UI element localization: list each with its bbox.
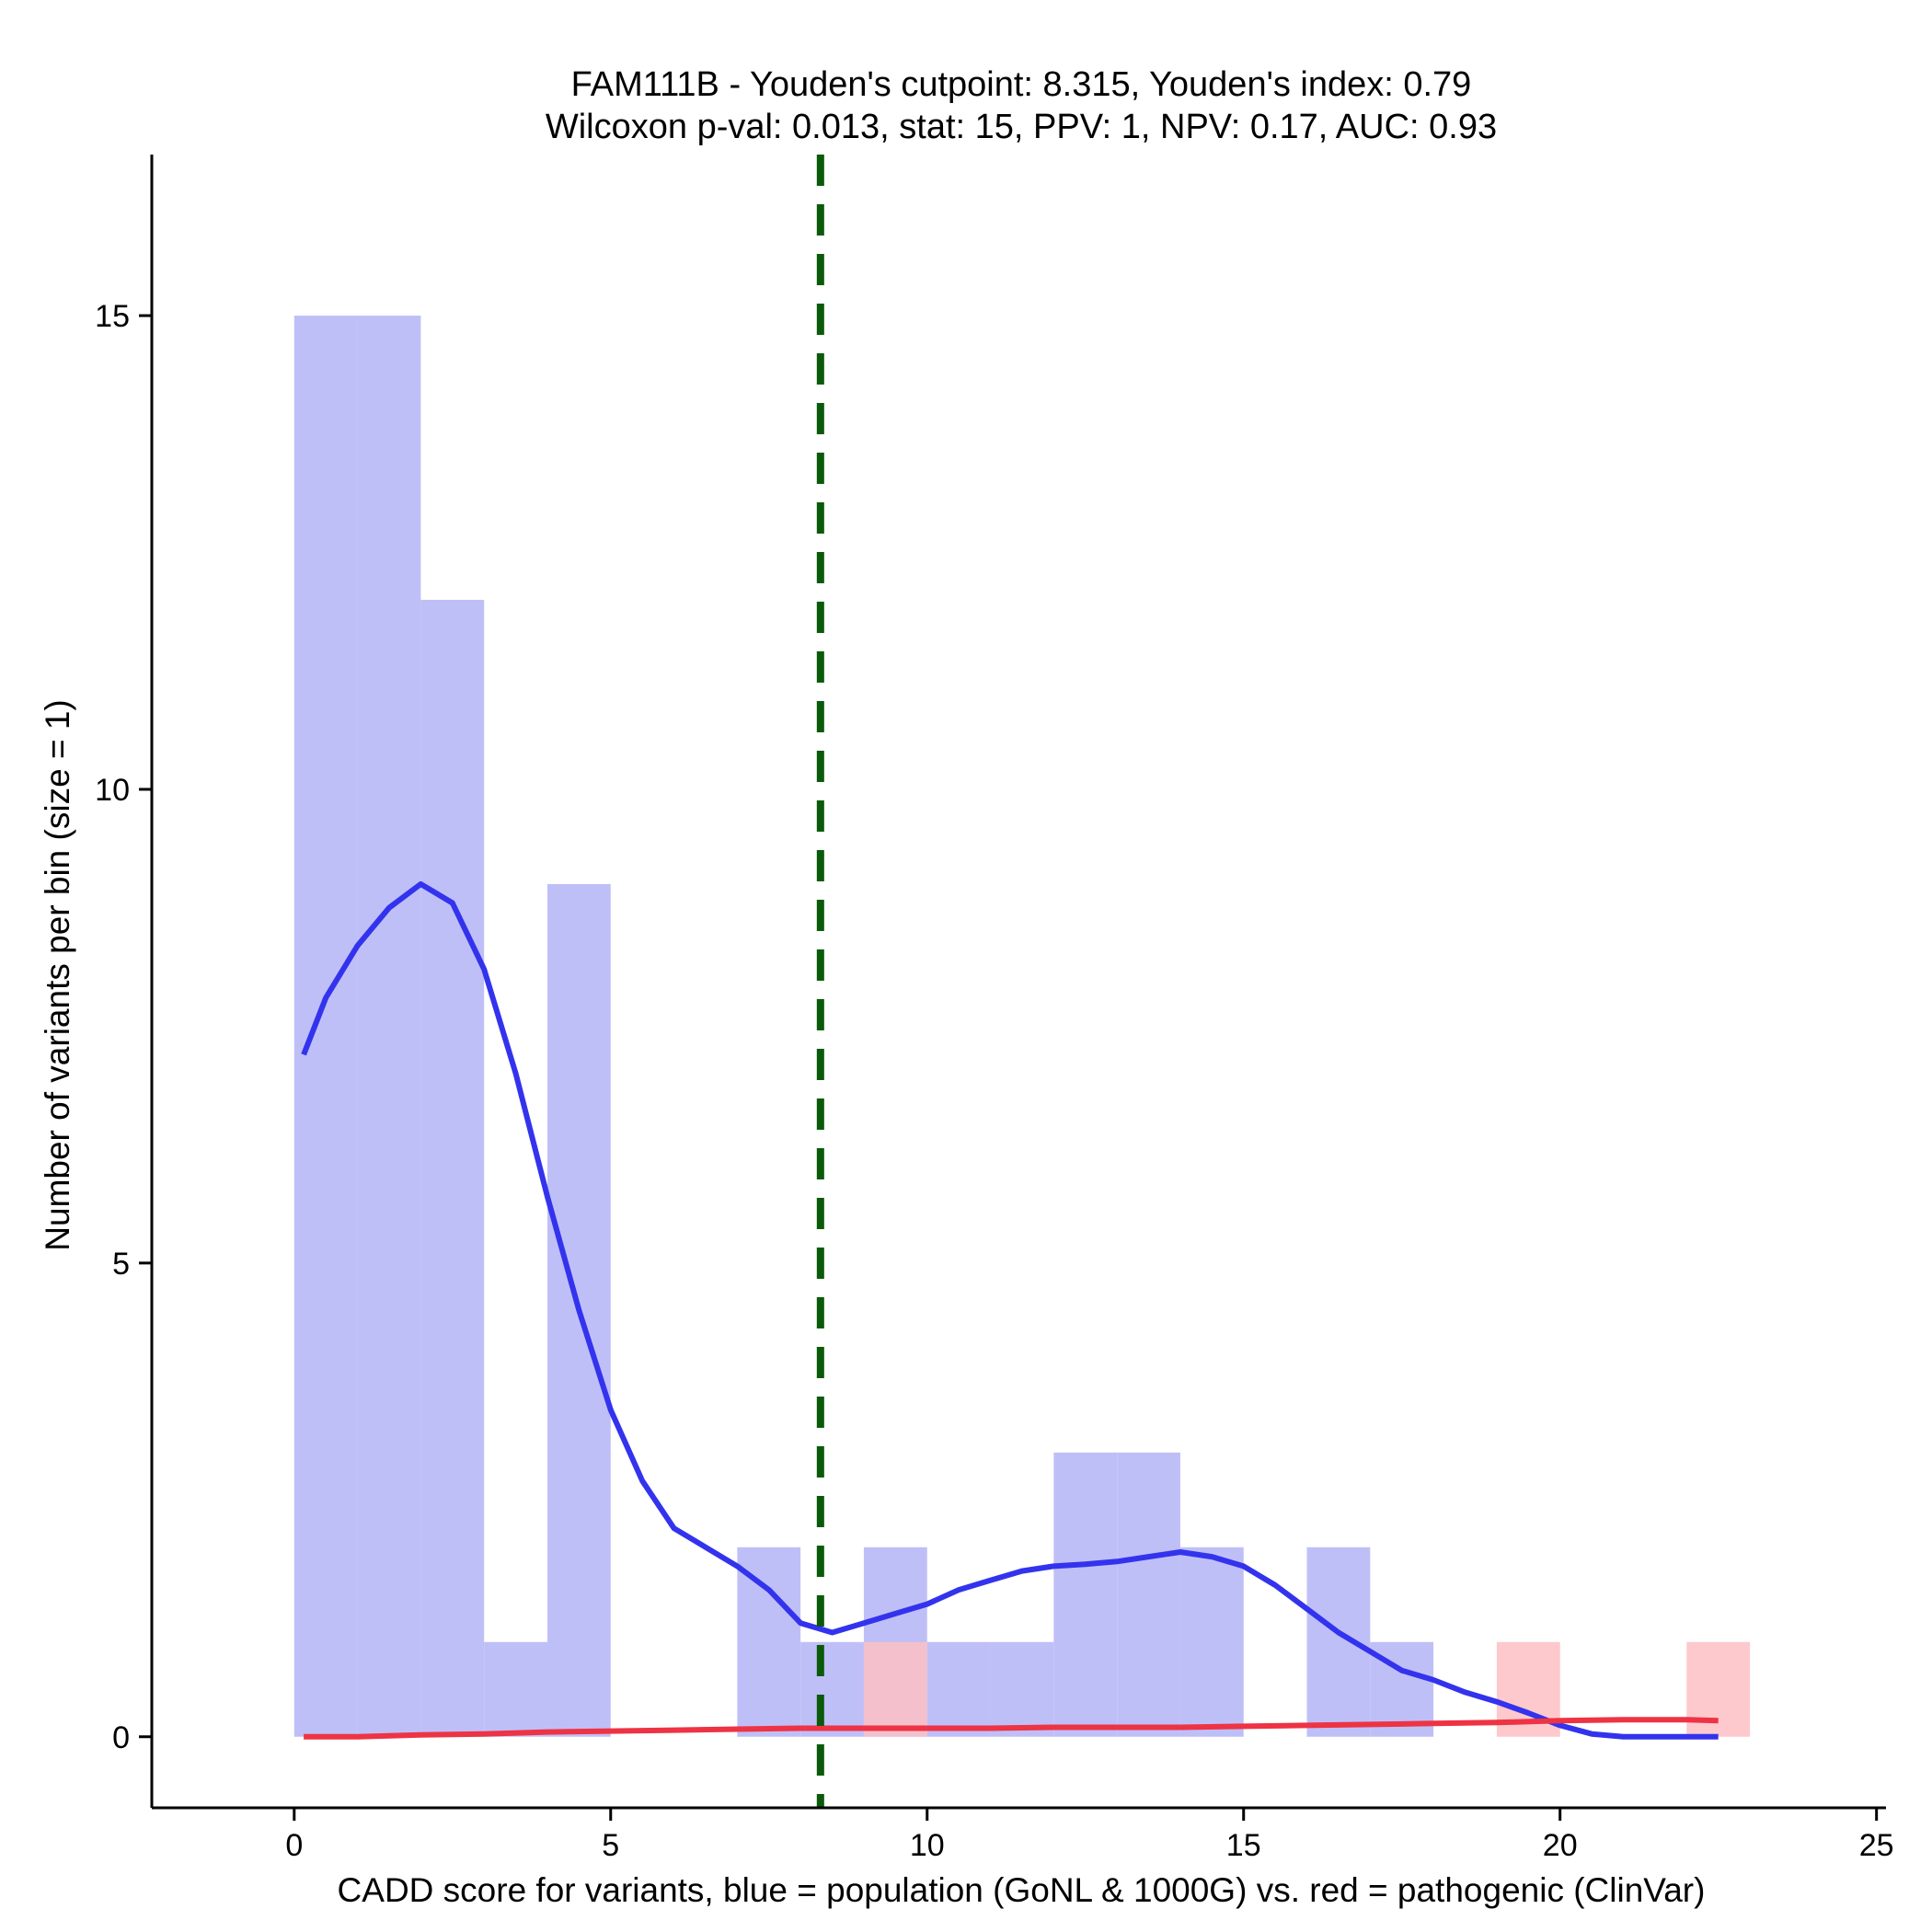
population-bar-10 <box>1053 1452 1118 1737</box>
population-bar-3 <box>484 1641 547 1737</box>
population-bar-12 <box>1179 1547 1244 1737</box>
chart-subtitle: Wilcoxon p-val: 0.013, stat: 15, PPV: 1,… <box>546 108 1497 146</box>
y-tick-label-0: 0 <box>112 1720 130 1755</box>
density-lines <box>301 880 1719 1740</box>
y-tick-label-10: 10 <box>95 773 130 808</box>
pathogenic-bars <box>863 1641 1751 1737</box>
x-tick-label-15: 15 <box>1226 1828 1261 1863</box>
y-axis-label: Number of variants per bin (size = 1) <box>39 699 76 1250</box>
pathogenic-density-line <box>304 1717 1719 1740</box>
x-tick-label-10: 10 <box>910 1828 945 1863</box>
y-tick-label-15: 15 <box>95 299 130 334</box>
population-bar-8 <box>926 1641 991 1737</box>
x-tick-label-0: 0 <box>285 1828 303 1863</box>
x-tick-label-5: 5 <box>602 1828 619 1863</box>
population-bar-9 <box>990 1641 1054 1737</box>
population-bar-13 <box>1306 1547 1371 1737</box>
population-density-line <box>301 880 1719 1740</box>
axes: 0 5 10 15 20 25 0 5 10 15 <box>95 155 1894 1863</box>
y-tick-label-5: 5 <box>112 1247 130 1282</box>
population-bar-5 <box>737 1547 801 1737</box>
x-axis-label: CADD score for variants, blue = populati… <box>338 1871 1706 1909</box>
chart-title: FAM111B - Youden's cutpoint: 8.315, Youd… <box>571 65 1472 104</box>
x-tick-label-20: 20 <box>1543 1828 1578 1863</box>
population-bar-6 <box>800 1641 864 1737</box>
population-bar-11 <box>1117 1452 1180 1737</box>
population-bar-2 <box>420 600 485 1737</box>
population-bar-0 <box>293 316 358 1737</box>
x-tick-label-25: 25 <box>1859 1828 1894 1863</box>
pathogenic-bar-0 <box>863 1641 927 1737</box>
population-bar-1 <box>357 316 421 1737</box>
population-bars <box>293 316 1434 1737</box>
